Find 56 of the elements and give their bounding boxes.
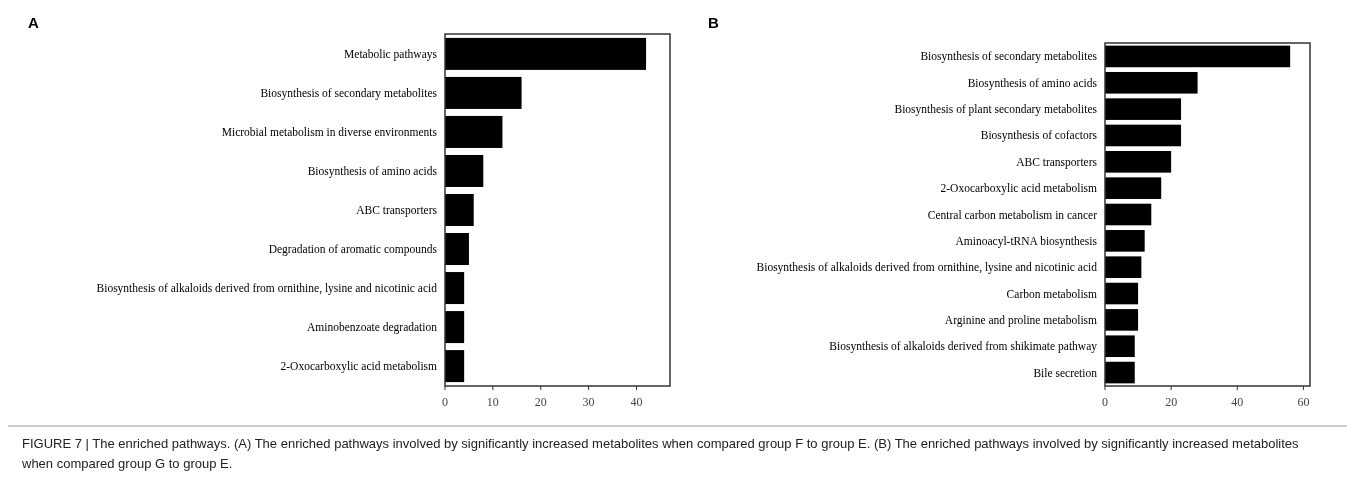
y-tick-label: Biosynthesis of alkaloids derived from ornithine, lysine and nicotinic acid (96, 282, 438, 296)
bar (1105, 335, 1135, 358)
y-tick-label: Biosynthesis of plant secondary metabolites (894, 103, 1098, 117)
y-tick-label: 2-Oxocarboxylic acid metabolism (280, 360, 438, 374)
y-tick-label: Microbial metabolism in diverse environments (221, 125, 438, 138)
bar (1105, 309, 1139, 331)
bar (1105, 230, 1145, 252)
bar (1105, 203, 1152, 226)
x-tick-label: 0 (442, 395, 448, 409)
bar (445, 37, 647, 70)
caption: FIGURE 7 | The enriched pathways. (A) The enriched pathways involved by significantly increased metabolites when compared group F to group E. (B) The enriched pathways involved by significantly increased metabolites when compared group G to group E. (21, 436, 1300, 471)
bar (445, 154, 484, 187)
bar (445, 272, 465, 305)
bar (1105, 361, 1135, 384)
y-tick-label: Central carbon metabolism in cancer (927, 208, 1098, 221)
bar (445, 76, 522, 109)
x-tick-label: 0 (1102, 395, 1108, 409)
y-tick-label: Metabolic pathways (344, 47, 438, 61)
y-tick-label: Arginine and proline metabolism (944, 313, 1098, 327)
bar (445, 115, 503, 148)
bar (1105, 151, 1172, 173)
x-tick-label: 10 (486, 395, 499, 409)
bar (1105, 177, 1162, 199)
bar (1105, 256, 1142, 278)
y-tick-label: Biosynthesis of alkaloids derived from ornithine, lysine and nicotinic acid (756, 261, 1098, 275)
y-tick-label: Biosynthesis of secondary metabolites (920, 50, 1098, 64)
y-tick-label: Biosynthesis of secondary metabolites (260, 86, 438, 100)
x-tick-label: 40 (630, 395, 643, 409)
x-tick-label: 40 (1231, 395, 1244, 409)
y-tick-label: Bile secretion (1033, 366, 1098, 379)
bar (1105, 45, 1291, 68)
bar (445, 350, 465, 383)
y-tick-label: Biosynthesis of amino acids (967, 76, 1098, 90)
y-tick-label: Carbon metabolism (1006, 287, 1098, 300)
bar (1105, 71, 1198, 94)
bar (1105, 282, 1139, 305)
y-tick-label: Aminoacyl-tRNA biosynthesis (955, 234, 1098, 248)
y-tick-label: Degradation of aromatic compounds (268, 243, 438, 257)
y-tick-label: Biosynthesis of cofactors (980, 129, 1098, 143)
x-tick-label: 20 (534, 395, 547, 409)
text: A (28, 14, 39, 31)
y-tick-label: ABC transporters (356, 204, 438, 218)
text: B (708, 14, 719, 31)
y-tick-label: Biosynthesis of amino acids (307, 165, 438, 178)
bar (445, 311, 465, 344)
y-tick-label: 2-Oxocarboxylic acid metabolism (940, 182, 1098, 196)
bar (445, 194, 474, 226)
bar (445, 233, 469, 266)
bar (1105, 124, 1182, 147)
x-tick-label: 30 (582, 395, 595, 409)
y-tick-label: Biosynthesis of alkaloids derived from shikimate pathway (829, 340, 1098, 354)
y-tick-label: Aminobenzoate degradation (307, 321, 438, 335)
x-tick-label: 20 (1165, 395, 1178, 409)
bar (1105, 98, 1182, 120)
x-tick-label: 60 (1297, 395, 1310, 409)
y-tick-label: ABC transporters (1016, 155, 1098, 169)
